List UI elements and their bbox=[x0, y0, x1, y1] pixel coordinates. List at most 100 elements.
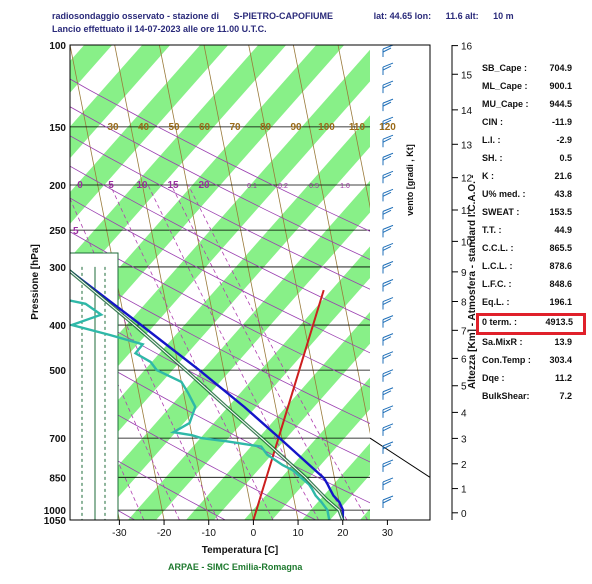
mixing-ratio-label: 0.1 bbox=[247, 183, 257, 190]
wind-barb bbox=[382, 188, 394, 194]
pressure-tick-label: 250 bbox=[49, 226, 66, 237]
plot-frame bbox=[69, 44, 431, 521]
height-tick-label: 13 bbox=[461, 140, 473, 151]
index-value: 13.9 bbox=[554, 337, 572, 347]
isotherm-label: 60 bbox=[199, 122, 211, 133]
index-row: K : 21.6 bbox=[480, 169, 580, 187]
index-label: CIN : bbox=[482, 117, 503, 127]
x-tick-label: -20 bbox=[157, 528, 172, 539]
wind-cut bbox=[370, 437, 430, 478]
index-value: 944.5 bbox=[549, 99, 572, 109]
wind-barb bbox=[382, 134, 394, 140]
wind-barb bbox=[382, 98, 394, 104]
wind-barb bbox=[382, 206, 394, 212]
index-label: Sa.MixR : bbox=[482, 337, 523, 347]
dry-adiabat bbox=[70, 197, 430, 381]
index-row: 0 term. : 4913.5 bbox=[476, 313, 586, 335]
y2-axis-label: Altezza [Km] - Atmosfera - standard I.C.… bbox=[467, 175, 478, 389]
index-row: CIN : -11.9 bbox=[480, 115, 580, 133]
mixing-ratio-label: 5 bbox=[108, 180, 114, 191]
stripe-band bbox=[186, 244, 430, 520]
x-tick-label: -30 bbox=[112, 528, 127, 539]
wind-barb bbox=[382, 315, 394, 321]
height-tick-label: 5 bbox=[461, 382, 467, 393]
index-label: K : bbox=[482, 171, 494, 181]
index-value: -11.9 bbox=[551, 117, 572, 127]
x-axis-label: Temperatura [C] bbox=[202, 545, 279, 556]
dry-adiabat bbox=[70, 106, 430, 288]
temperature-profile bbox=[70, 269, 345, 520]
wind-area bbox=[370, 45, 430, 520]
isotherm bbox=[0, 45, 30, 520]
wind-barb bbox=[382, 423, 394, 429]
index-value: 44.9 bbox=[554, 225, 572, 235]
wind-barb bbox=[382, 242, 394, 248]
wind-barb bbox=[382, 390, 392, 396]
index-row: L.F.C. : 848.6 bbox=[480, 277, 580, 295]
index-label: Con.Temp : bbox=[482, 355, 531, 365]
mixing-ratio-line bbox=[187, 184, 368, 520]
wind-barb bbox=[382, 116, 394, 122]
wind-barb bbox=[382, 336, 392, 342]
stripe-band bbox=[70, 45, 171, 159]
wind-barb bbox=[382, 282, 392, 287]
index-label: SH. : bbox=[482, 153, 503, 163]
height-tick-label: 7 bbox=[461, 326, 467, 337]
index-row: U% med. : 43.8 bbox=[480, 187, 580, 205]
wind-barb bbox=[382, 80, 394, 86]
wind-barb bbox=[382, 300, 392, 306]
zero-isotherm bbox=[252, 289, 325, 520]
index-value: -2.9 bbox=[556, 135, 572, 145]
index-label: L.I. : bbox=[482, 135, 501, 145]
index-value: 153.5 bbox=[549, 207, 572, 217]
index-label: BulkShear: bbox=[482, 391, 530, 401]
wind-barb bbox=[382, 137, 392, 143]
pressure-tick-label: 300 bbox=[49, 263, 66, 274]
mixing-ratio-line bbox=[109, 184, 274, 520]
index-label: 0 term. : bbox=[482, 317, 518, 327]
footer-credit: ARPAE - SIMC Emilia-Romagna bbox=[168, 562, 303, 572]
pressure-tick-label: 100 bbox=[49, 41, 66, 52]
mixing-ratio-label: 0.2 bbox=[278, 183, 288, 190]
stripe-band bbox=[70, 45, 345, 355]
index-value: 704.9 bbox=[549, 63, 572, 73]
wind-barb bbox=[382, 65, 392, 71]
wind-barb bbox=[382, 495, 394, 501]
wind-barb bbox=[382, 444, 392, 450]
isotherm-label: 50 bbox=[168, 122, 180, 133]
isotherm bbox=[248, 45, 344, 520]
index-value: 848.6 bbox=[549, 279, 572, 289]
index-value: 865.5 bbox=[549, 243, 572, 253]
pressure-tick-label: 150 bbox=[49, 123, 66, 134]
mixing-ratio-label: 20 bbox=[198, 180, 210, 191]
wind-barb bbox=[382, 62, 394, 68]
dewpoint-profile bbox=[70, 299, 331, 520]
index-row: SH. : 0.5 bbox=[480, 151, 580, 169]
index-label: L.F.C. : bbox=[482, 279, 512, 289]
index-row: MU_Cape : 944.5 bbox=[480, 97, 580, 115]
index-value: 4913.5 bbox=[545, 317, 573, 327]
chart-labels: 30 40 50 60 70 80 90 100 110 120 0 5 10 15 20 0.1 0.2 0.5… bbox=[73, 122, 396, 237]
wind-barb bbox=[382, 369, 394, 375]
index-row: Eq.L. : 196.1 bbox=[480, 295, 580, 313]
isotherm-label: 70 bbox=[229, 122, 241, 133]
header-line-1: radiosondaggio osservato - stazione di S… bbox=[52, 11, 526, 21]
parcel-curve-inner bbox=[70, 270, 344, 520]
x-tick-label: 0 bbox=[251, 528, 257, 539]
index-row: ML_Cape : 900.1 bbox=[480, 79, 580, 97]
index-row: SWEAT : 153.5 bbox=[480, 205, 580, 223]
index-label: ML_Cape : bbox=[482, 81, 528, 91]
header-lat: lat: 44.65 lon: bbox=[373, 11, 432, 21]
index-row: SB_Cape : 704.9 bbox=[480, 61, 580, 79]
pressure-tick-label: 850 bbox=[49, 473, 66, 484]
sounding-profiles bbox=[70, 268, 345, 520]
index-row: Sa.MixR : 13.9 bbox=[480, 335, 580, 353]
height-tick-label: 2 bbox=[461, 460, 467, 471]
wind-barb bbox=[382, 318, 392, 324]
wind-barb bbox=[382, 47, 392, 53]
wind-barb bbox=[382, 245, 392, 251]
wind-barb bbox=[382, 173, 392, 179]
lower-left-panel bbox=[70, 252, 119, 520]
x-tick-label: 30 bbox=[382, 528, 394, 539]
